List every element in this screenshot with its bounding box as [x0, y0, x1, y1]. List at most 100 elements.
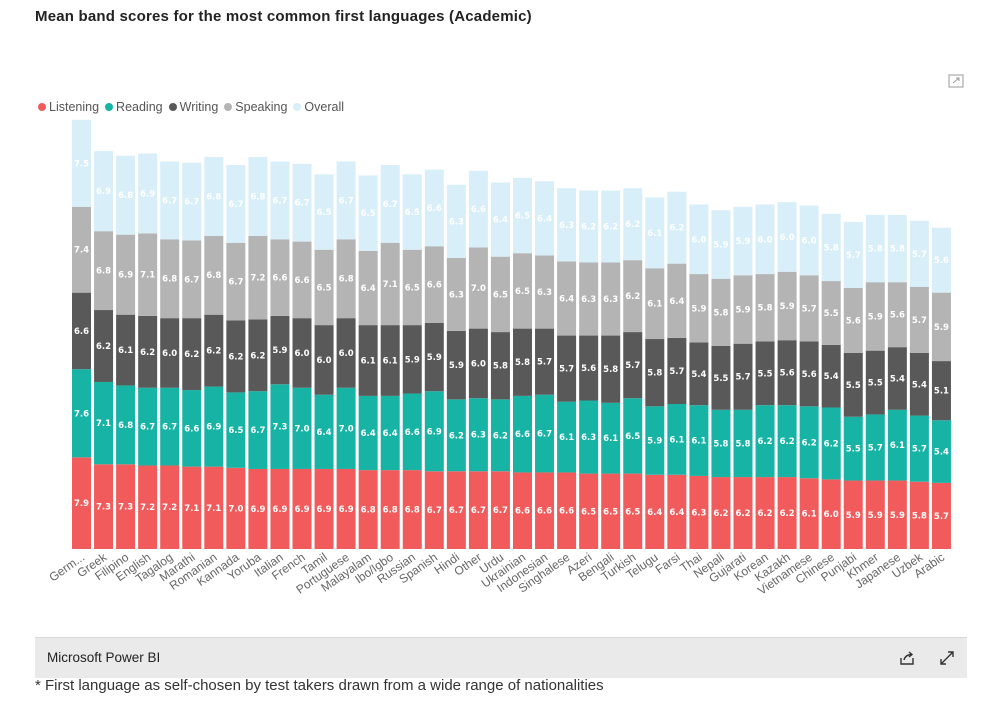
- bar-segment-reading[interactable]: [160, 387, 180, 466]
- bar-segment-speaking[interactable]: [623, 260, 643, 333]
- bar-segment-overall[interactable]: [446, 184, 466, 258]
- bar-segment-speaking[interactable]: [116, 234, 136, 315]
- bar-segment-reading[interactable]: [733, 409, 753, 478]
- bar-segment-reading[interactable]: [314, 394, 334, 469]
- bar-segment-speaking[interactable]: [314, 249, 334, 326]
- legend-item-writing[interactable]: Writing: [168, 100, 218, 114]
- bar-segment-overall[interactable]: [799, 205, 819, 276]
- bar-segment-overall[interactable]: [94, 151, 114, 232]
- bar-segment-writing[interactable]: [270, 315, 290, 385]
- bar-segment-listening[interactable]: [755, 477, 775, 549]
- bar-segment-listening[interactable]: [292, 468, 312, 549]
- bar-segment-listening[interactable]: [116, 464, 136, 549]
- bar-segment-writing[interactable]: [358, 325, 378, 396]
- bar-segment-writing[interactable]: [623, 332, 643, 399]
- bar-segment-reading[interactable]: [535, 394, 555, 473]
- bar-segment-writing[interactable]: [292, 318, 312, 388]
- bar-segment-writing[interactable]: [821, 344, 841, 408]
- bar-segment-writing[interactable]: [755, 341, 775, 406]
- bar-segment-overall[interactable]: [623, 188, 643, 261]
- bar-segment-speaking[interactable]: [865, 282, 885, 351]
- bar-segment-overall[interactable]: [72, 119, 91, 207]
- bar-segment-listening[interactable]: [358, 470, 378, 549]
- bar-segment-writing[interactable]: [446, 330, 466, 400]
- bar-segment-reading[interactable]: [799, 406, 819, 479]
- bar-segment-listening[interactable]: [270, 468, 290, 549]
- bar-segment-speaking[interactable]: [402, 249, 422, 326]
- bar-segment-speaking[interactable]: [711, 278, 731, 346]
- bar-segment-overall[interactable]: [887, 214, 907, 283]
- bar-segment-writing[interactable]: [380, 325, 400, 396]
- bar-segment-reading[interactable]: [909, 415, 929, 482]
- bar-segment-reading[interactable]: [865, 414, 885, 481]
- bar-segment-listening[interactable]: [424, 471, 444, 549]
- bar-segment-listening[interactable]: [645, 474, 665, 549]
- bar-segment-listening[interactable]: [865, 480, 885, 549]
- bar-segment-reading[interactable]: [667, 404, 687, 475]
- bar-segment-speaking[interactable]: [358, 250, 378, 326]
- bar-segment-speaking[interactable]: [72, 206, 91, 293]
- bar-segment-listening[interactable]: [843, 480, 863, 549]
- bar-segment-overall[interactable]: [821, 213, 841, 282]
- bar-segment-reading[interactable]: [513, 395, 532, 473]
- bar-segment-overall[interactable]: [270, 161, 290, 240]
- bar-segment-speaking[interactable]: [601, 262, 621, 336]
- bar-segment-overall[interactable]: [490, 182, 510, 257]
- bar-segment-speaking[interactable]: [248, 235, 268, 320]
- bar-segment-listening[interactable]: [248, 468, 268, 549]
- bar-segment-overall[interactable]: [116, 155, 136, 235]
- bar-segment-reading[interactable]: [931, 420, 951, 483]
- bar-segment-writing[interactable]: [689, 342, 709, 406]
- bar-segment-writing[interactable]: [72, 292, 91, 370]
- bar-segment-reading[interactable]: [446, 399, 466, 472]
- bar-segment-listening[interactable]: [931, 482, 951, 549]
- bar-segment-reading[interactable]: [226, 392, 246, 468]
- bar-segment-listening[interactable]: [667, 474, 687, 549]
- bar-segment-listening[interactable]: [204, 466, 224, 549]
- bar-segment-reading[interactable]: [601, 402, 621, 474]
- bar-segment-listening[interactable]: [711, 477, 731, 549]
- bar-segment-reading[interactable]: [711, 409, 731, 478]
- bar-segment-overall[interactable]: [424, 169, 444, 247]
- bar-segment-overall[interactable]: [667, 191, 687, 264]
- bar-segment-overall[interactable]: [843, 221, 863, 288]
- bar-segment-overall[interactable]: [402, 174, 422, 250]
- bar-segment-reading[interactable]: [204, 386, 224, 467]
- bar-segment-overall[interactable]: [689, 204, 709, 275]
- bar-segment-reading[interactable]: [468, 398, 488, 472]
- bar-segment-speaking[interactable]: [821, 281, 841, 345]
- bar-segment-writing[interactable]: [468, 328, 488, 399]
- bar-segment-overall[interactable]: [160, 161, 180, 240]
- bar-segment-listening[interactable]: [821, 479, 841, 549]
- bar-segment-speaking[interactable]: [645, 268, 665, 340]
- bar-segment-listening[interactable]: [799, 478, 819, 549]
- bar-segment-reading[interactable]: [579, 400, 599, 474]
- bar-segment-listening[interactable]: [226, 467, 246, 549]
- bar-segment-speaking[interactable]: [843, 288, 863, 353]
- bar-segment-overall[interactable]: [138, 153, 158, 234]
- legend-item-overall[interactable]: Overall: [293, 100, 344, 114]
- bar-segment-speaking[interactable]: [292, 241, 312, 319]
- bar-segment-listening[interactable]: [380, 470, 400, 549]
- bar-segment-reading[interactable]: [270, 384, 290, 469]
- bar-segment-overall[interactable]: [248, 156, 268, 236]
- bar-segment-writing[interactable]: [116, 314, 136, 386]
- bar-segment-speaking[interactable]: [513, 253, 532, 329]
- bar-segment-reading[interactable]: [402, 393, 422, 471]
- bar-segment-overall[interactable]: [755, 204, 775, 275]
- bar-segment-overall[interactable]: [601, 190, 621, 263]
- bar-segment-reading[interactable]: [755, 405, 775, 478]
- legend-item-speaking[interactable]: Speaking: [224, 100, 287, 114]
- bar-segment-listening[interactable]: [490, 471, 510, 549]
- bar-segment-writing[interactable]: [865, 350, 885, 415]
- bar-segment-writing[interactable]: [513, 328, 532, 396]
- bar-segment-writing[interactable]: [777, 340, 797, 406]
- bar-segment-overall[interactable]: [777, 202, 797, 272]
- bar-segment-writing[interactable]: [535, 328, 555, 395]
- focus-mode-icon[interactable]: [948, 74, 964, 88]
- powerbi-brand-label[interactable]: Microsoft Power BI: [47, 650, 161, 665]
- bar-segment-reading[interactable]: [689, 405, 709, 476]
- bar-segment-speaking[interactable]: [535, 255, 555, 329]
- bar-segment-speaking[interactable]: [160, 239, 180, 319]
- bar-segment-listening[interactable]: [72, 457, 91, 549]
